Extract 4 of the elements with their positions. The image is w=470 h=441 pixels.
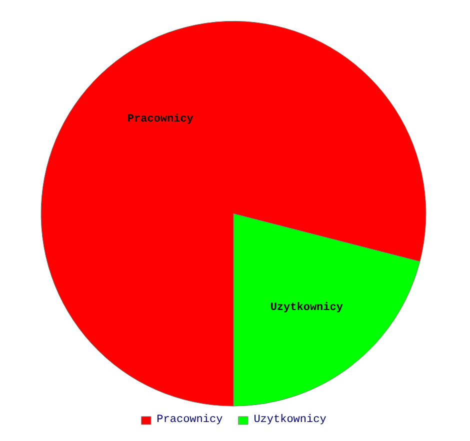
slice-label: Uzytkownicy [270,302,344,314]
slice-label: Pracownicy [127,113,194,126]
legend-label: Pracownicy [156,414,223,426]
legend-label: Uzytkownicy [254,414,326,426]
